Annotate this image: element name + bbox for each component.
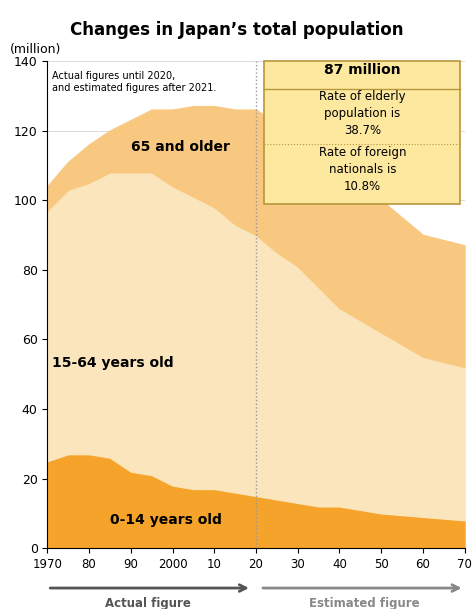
Text: 87 million: 87 million <box>324 63 401 77</box>
Text: 65 and older: 65 and older <box>131 141 230 154</box>
Text: Rate of foreign
nationals is
10.8%: Rate of foreign nationals is 10.8% <box>319 146 406 193</box>
Text: Estimated figure: Estimated figure <box>309 597 419 609</box>
Text: 15-64 years old: 15-64 years old <box>52 356 173 370</box>
Text: 0-14 years old: 0-14 years old <box>110 513 222 527</box>
Text: Actual figure: Actual figure <box>105 597 191 609</box>
FancyBboxPatch shape <box>264 61 460 203</box>
Text: (million): (million) <box>10 43 61 56</box>
Text: Rate of elderly
population is
38.7%: Rate of elderly population is 38.7% <box>319 91 406 138</box>
Text: Actual figures until 2020,
and estimated figures after 2021.: Actual figures until 2020, and estimated… <box>52 71 216 93</box>
Text: Changes in Japan’s total population: Changes in Japan’s total population <box>70 21 404 40</box>
